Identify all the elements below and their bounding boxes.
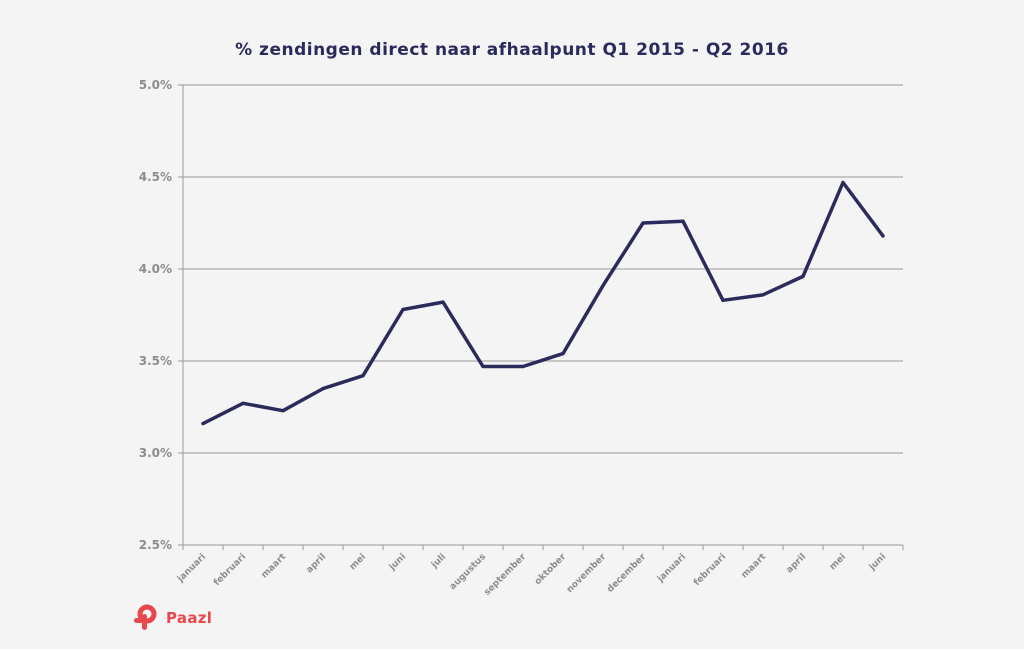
x-tick-label: januari (175, 552, 208, 585)
series-line (201, 180, 885, 426)
gridlines (183, 84, 903, 454)
series (201, 180, 885, 426)
x-tick-label: juli (429, 552, 448, 571)
axes (178, 84, 904, 550)
x-tick-label: juni (867, 552, 888, 573)
x-tick-label: januari (655, 552, 688, 585)
data-point (201, 421, 205, 426)
logo-text: Paazl (166, 609, 213, 627)
data-point (441, 300, 445, 304)
paazl-logo: Paazl (132, 604, 212, 632)
data-point (761, 293, 765, 297)
y-tick-label: 4.0% (139, 262, 172, 276)
x-tick-label: mei (348, 552, 368, 572)
y-tick-label: 4.5% (139, 170, 172, 184)
data-point (721, 298, 725, 302)
x-tick-label: mei (828, 552, 848, 572)
y-tick-label: 2.5% (139, 538, 172, 552)
x-tick-labels: januari februari maart april mei juni juli augu… (175, 552, 888, 598)
data-point (641, 221, 645, 225)
x-tick-label: november (565, 552, 608, 595)
paazl-p-logo-icon (134, 604, 157, 630)
data-point (801, 274, 805, 278)
data-point (841, 180, 845, 185)
x-tick-label: augustus (448, 552, 488, 592)
x-tick-label: september (482, 552, 528, 598)
x-tick-label: april (785, 552, 808, 575)
x-tick-label: oktober (533, 552, 568, 587)
x-tick-label: december (605, 552, 648, 595)
data-point (561, 352, 565, 356)
data-point (481, 364, 485, 369)
data-point (321, 387, 325, 391)
chart-title: % zendingen direct naar afhaalpunt Q1 20… (235, 40, 789, 60)
data-point (361, 374, 365, 378)
data-point (401, 307, 405, 312)
data-point (241, 401, 245, 405)
x-tick-label: maart (260, 552, 289, 581)
data-point (521, 364, 525, 369)
y-tick-label: 3.0% (139, 446, 172, 460)
x-tick-label: februari (692, 552, 728, 588)
x-tick-label: juni (387, 552, 408, 573)
data-point (881, 234, 885, 238)
x-tick-label: maart (740, 552, 769, 581)
y-tick-label: 5.0% (139, 78, 172, 92)
y-tick-label: 3.5% (139, 354, 172, 368)
x-tick-label: april (305, 552, 328, 575)
data-point (281, 409, 285, 413)
data-point (601, 283, 605, 288)
x-tick-label: februari (212, 552, 248, 588)
data-point (681, 219, 685, 223)
y-tick-labels: 2.5% 3.0% 3.5% 4.0% 4.5% 5.0% (139, 78, 172, 552)
